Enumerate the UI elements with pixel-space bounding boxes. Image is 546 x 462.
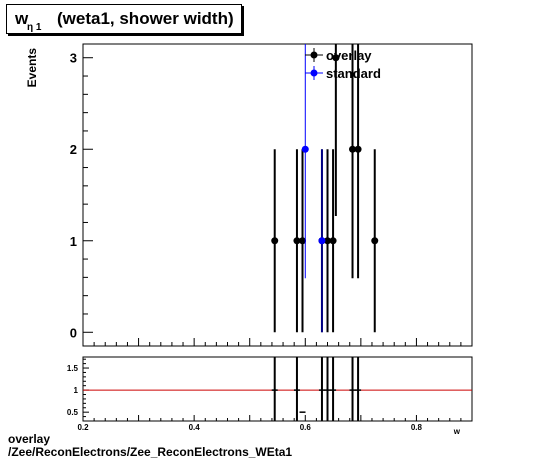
- overlay-data-point: [329, 237, 337, 245]
- overlay-data-point: [299, 237, 307, 245]
- ratio-y-tick-label: 1.5: [67, 364, 79, 373]
- legend-marker: [310, 51, 318, 59]
- title-box: w η 1 (weta1, shower width): [6, 4, 242, 34]
- overlay-data-point: [324, 237, 332, 245]
- legend-label: overlay: [326, 48, 372, 63]
- overlay-data-point: [271, 237, 279, 245]
- ratio-x-tick-label: 0.6: [300, 423, 312, 432]
- ratio-x-tick-label: 0.4: [189, 423, 201, 432]
- legend-label: standard: [326, 66, 381, 81]
- title-text: (weta1, shower width): [57, 9, 234, 28]
- legend-marker: [310, 69, 318, 77]
- main-plot-frame: [82, 43, 473, 347]
- y-tick-label: 1: [70, 234, 77, 249]
- ratio-y-tick-label: 0.5: [67, 408, 79, 417]
- x-axis-label: w: [453, 427, 461, 436]
- overlay-data-point: [371, 237, 379, 245]
- ratio-y-tick-label: 1: [74, 386, 79, 395]
- overlay-data-point: [354, 145, 362, 153]
- y-tick-label: 2: [70, 142, 77, 157]
- overlay-data-point: [332, 54, 340, 62]
- footer-path: /Zee/ReconElectrons/Zee_ReconElectrons_W…: [8, 445, 293, 459]
- ratio-x-tick-label: 0.2: [77, 423, 89, 432]
- standard-data-point: [318, 237, 326, 245]
- y-axis-label: Events: [25, 48, 39, 88]
- overlay-data-point: [293, 237, 301, 245]
- footer-label: overlay: [8, 432, 51, 446]
- standard-data-point: [301, 145, 309, 153]
- title-symbol: w: [15, 9, 29, 28]
- ratio-x-tick-label: 0.8: [411, 423, 423, 432]
- title-subscript: η 1: [27, 22, 42, 33]
- y-tick-label: 3: [70, 51, 77, 66]
- ratio-plot-frame: [82, 356, 473, 422]
- overlay-data-point: [349, 145, 357, 153]
- y-tick-label: 0: [70, 325, 77, 340]
